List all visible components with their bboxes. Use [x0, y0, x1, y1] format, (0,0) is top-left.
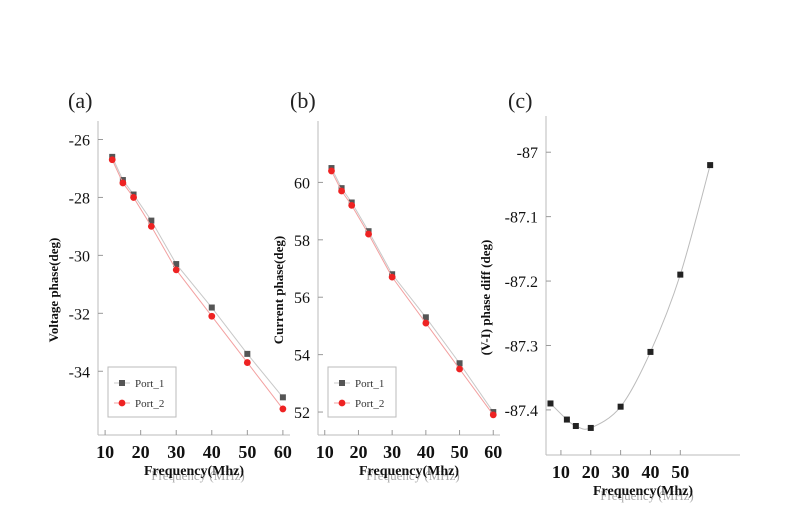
- panel-a-legend-marker: [118, 399, 126, 407]
- panel-b-series-2-point: [388, 273, 396, 281]
- panel-a-series-2-point: [130, 194, 137, 201]
- panel-b-series-2-point: [456, 365, 463, 373]
- panel-a-series-2-point: [172, 266, 180, 274]
- panel-c-series-1-point: [677, 271, 684, 278]
- panel-b-series-2-point: [365, 230, 372, 238]
- panel-c-y-tick-label: -87.4: [505, 403, 538, 420]
- panel-a-label: (a): [68, 88, 92, 113]
- panel-c-ylabel: (V-I) phase diff (deg): [478, 240, 493, 356]
- panel-a-series-2-point: [119, 179, 127, 187]
- panel-b-x-tick-label: 10: [316, 442, 334, 462]
- panel-a-xlabel: Frequency(Mhz): [144, 464, 244, 479]
- panel-a-legend-marker: [119, 380, 125, 386]
- panel-b-series-2-point: [338, 187, 345, 195]
- panel-c-series-1-point: [707, 162, 714, 169]
- panel-c-x-tick-label: 40: [641, 462, 659, 482]
- panel-a-series-1-line: [111, 156, 284, 398]
- panel-b-x-tick-label: 20: [349, 442, 367, 462]
- panel-a-series-1-point: [279, 394, 286, 401]
- panel-c-series-1-line: [550, 164, 711, 430]
- panel-b-x-tick-label: 60: [484, 442, 502, 462]
- panel-a-y-tick-label: -32: [69, 306, 90, 323]
- panel-a-y-tick-label: -34: [69, 364, 90, 381]
- panel-a-series-1-point: [148, 217, 155, 224]
- panel-b-label: (b): [290, 88, 316, 113]
- panel-b-series-1-point: [422, 314, 429, 321]
- panel-a-y-tick-label: -30: [69, 248, 90, 265]
- panel-b-legend-box: [327, 366, 397, 418]
- panel-b-ylabel: Current phase(deg): [271, 236, 286, 344]
- panel-a-x-tick-label: 20: [132, 442, 150, 462]
- panel-c-series-1-point: [587, 424, 594, 431]
- panel-a-legend-label-2: Port_2: [135, 398, 164, 410]
- panel-a-series-1-point: [208, 304, 215, 311]
- panel-b-x-tick-label: 30: [383, 442, 401, 462]
- panel-b-x-tick-label: 40: [417, 442, 435, 462]
- panel-a-series-2-point: [208, 312, 216, 320]
- panel-a-x-tick-label: 10: [96, 442, 114, 462]
- panel-b-series-2-point: [348, 201, 356, 209]
- panel-b-legend-marker: [339, 380, 345, 386]
- panel-b-series-2-point: [489, 411, 497, 419]
- panel-a-series-1-point: [173, 261, 180, 268]
- panel-c-x-tick-label: 30: [612, 462, 630, 482]
- panel-c-x-tick-label: 50: [671, 462, 689, 482]
- panel-c-y-tick-label: -87: [517, 145, 538, 162]
- panel-c-series-1-point: [547, 400, 554, 407]
- panel-b-y-tick-label: 56: [294, 290, 310, 307]
- panel-b-xlabel-ghost: Frequency (MHz): [366, 468, 460, 483]
- panel-b-legend-marker: [338, 399, 346, 407]
- panel-a-series-1-point: [244, 350, 251, 357]
- panel-b-series-1-point: [456, 360, 463, 367]
- panel-a-y-tick-label: -28: [69, 190, 90, 207]
- panel-a-legend-label-1: Port_1: [135, 378, 164, 390]
- panel-c-x-tick-label: 10: [552, 462, 570, 482]
- panel-b-y-tick-label: 52: [294, 405, 310, 422]
- panel-a-series-2-point: [108, 156, 116, 164]
- panel-c-series-1-point: [572, 423, 579, 430]
- panel-a-series-2-point: [279, 405, 287, 413]
- panel-b-xlabel: Frequency(Mhz): [359, 464, 459, 479]
- panel-c-label: (c): [508, 88, 532, 113]
- panel-c-series-1-point: [617, 403, 624, 410]
- panel-a-series-2-point: [243, 359, 251, 366]
- panel-b-x-tick-label: 50: [451, 442, 469, 462]
- panel-b-series-2-point: [328, 167, 335, 175]
- panel-b-legend-label-1: Port_1: [355, 378, 384, 390]
- panel-a-xlabel-ghost: Frequency (MHz): [151, 468, 245, 483]
- panel-c-y-tick-label: -87.3: [505, 338, 538, 355]
- panel-b-y-tick-label: 58: [294, 233, 310, 250]
- panel-c-y-tick-label: -87.1: [505, 210, 538, 227]
- panel-a-x-tick-label: 60: [274, 442, 292, 462]
- panel-a-series-2-point: [147, 223, 155, 230]
- panel-b-series-2-point: [422, 319, 430, 327]
- panel-a-y-tick-label: -26: [69, 132, 90, 149]
- panel-c-series-1-point: [563, 416, 570, 423]
- panel-a-legend-box: [107, 366, 177, 418]
- panel-a-ylabel: Voltage phase(deg): [46, 238, 61, 343]
- panel-c-x-tick-label: 20: [582, 462, 600, 482]
- panel-c-y-tick-label: -87.2: [505, 274, 538, 291]
- panel-a-x-tick-label: 50: [238, 442, 256, 462]
- panel-b-legend-label-2: Port_2: [355, 398, 384, 410]
- panel-c-xlabel: Frequency(Mhz): [593, 484, 693, 499]
- panel-c-xlabel-ghost: Frequency (MHz): [600, 488, 694, 503]
- panel-a-x-tick-label: 40: [203, 442, 221, 462]
- panel-a-x-tick-label: 30: [167, 442, 185, 462]
- panel-b-y-tick-label: 60: [294, 175, 310, 192]
- panel-c-series-1-point: [647, 348, 654, 355]
- panel-b-y-tick-label: 54: [294, 348, 310, 365]
